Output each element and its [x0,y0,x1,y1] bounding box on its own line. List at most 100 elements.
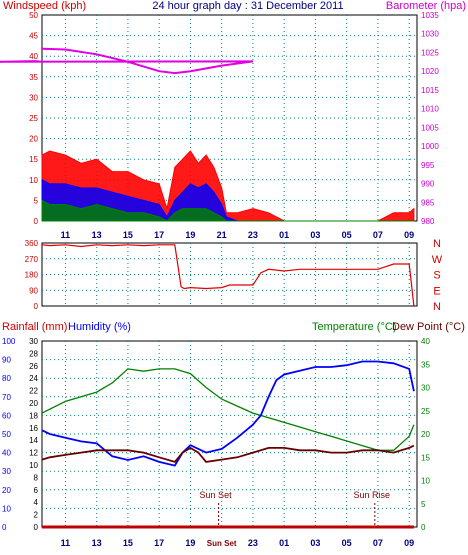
rain-ytick-0: 0 [34,523,39,532]
humidity-ytick-1: 10 [2,504,11,513]
wind-ytick-1: 5 [34,196,39,205]
wind-time-tick-9: 05 [342,230,352,240]
humidity-ytick-6: 60 [2,411,11,420]
wind-time-tick-4: 19 [185,230,195,240]
baro-ytick-7: 1015 [421,86,439,95]
windspeed-axis-label: Windspeed (kph) [3,0,86,12]
temp-time-tick-10: 07 [373,538,383,548]
temp-time-tick-11: 09 [404,538,414,548]
wind-ytick-10: 50 [29,11,38,20]
wind-time-tick-0: 11 [61,230,71,240]
wind-time-tick-3: 17 [154,230,164,240]
dewpoint-axis-label: Dew Point (°C) [392,321,465,333]
dir-ytick-2: 180 [25,271,39,280]
temp-ytick-5: 25 [421,407,430,416]
rain-ytick-10: 20 [29,399,38,408]
rain-ytick-8: 16 [29,424,38,433]
rain-ytick-6: 12 [29,449,38,458]
wind-time-tick-6: 23 [248,230,258,240]
compass-label-3: E [433,285,440,297]
humidity-ytick-10: 100 [2,337,16,346]
barometer-series-line [0,47,254,75]
temp-ytick-7: 35 [421,360,430,369]
rain-ytick-7: 14 [29,436,38,445]
baro-ytick-2: 990 [421,180,435,189]
wind-time-tick-11: 09 [404,230,414,240]
humidity-ytick-8: 80 [2,374,11,383]
rain-ytick-9: 18 [29,411,38,420]
wind-time-tick-1: 13 [92,230,102,240]
wind-ytick-6: 30 [29,93,38,102]
humidity-ytick-3: 30 [2,467,11,476]
humidity-axis-label: Humidity (%) [68,321,131,333]
baro-ytick-0: 980 [421,217,435,226]
compass-label-4: N [433,301,441,313]
wind-ytick-7: 35 [29,73,38,82]
temp-ytick-4: 20 [421,430,430,439]
wind-ytick-3: 15 [29,155,38,164]
temp-ytick-2: 10 [421,477,430,486]
sun-annotation-0: Sun Set [200,490,233,500]
dew-point-series-line [41,444,415,463]
wind-ytick-0: 0 [34,217,39,226]
rainfall-axis-label: Rainfall (mm) [2,321,67,333]
baro-ytick-5: 1005 [421,123,439,132]
temp-time-tick-6: 23 [248,538,258,548]
dir-ytick-4: 360 [25,239,39,248]
chart-title: 24 hour graph day : 31 December 2011 [152,0,343,12]
rain-ytick-13: 26 [29,362,38,371]
wind-series-3 [41,199,414,222]
temp-time-tick-3: 17 [154,538,164,548]
temp-time-tick-7: 01 [279,538,289,548]
wind-ytick-9: 45 [29,32,38,41]
temp-ytick-1: 5 [421,500,426,509]
rain-ytick-5: 10 [29,461,38,470]
temp-ytick-3: 15 [421,453,430,462]
humidity-ytick-9: 90 [2,356,11,365]
wind-time-tick-10: 07 [373,230,383,240]
baro-ytick-9: 1025 [421,48,439,57]
humidity-series-line [41,360,415,467]
wind-time-tick-2: 15 [123,230,133,240]
temp-ytick-8: 40 [421,337,430,346]
humidity-ytick-4: 40 [2,449,11,458]
baro-ytick-1: 985 [421,198,435,207]
baro-ytick-4: 1000 [421,142,439,151]
wind-ytick-2: 10 [29,176,38,185]
rain-ytick-2: 4 [34,498,39,507]
wind-time-tick-8: 03 [310,230,320,240]
temp-time-tick-1: 13 [92,538,102,548]
rain-ytick-3: 6 [34,486,39,495]
wind-ytick-8: 40 [29,52,38,61]
rain-ytick-15: 30 [29,337,38,346]
rain-ytick-4: 8 [34,473,39,482]
compass-label-2: S [433,270,440,282]
temperature-series-line [41,368,415,451]
humidity-ytick-2: 20 [2,486,11,495]
rain-ytick-14: 28 [29,349,38,358]
baro-ytick-3: 995 [421,161,435,170]
dir-ytick-3: 270 [25,255,39,264]
rain-ytick-11: 22 [29,387,38,396]
temp-time-tick-4: 19 [185,538,195,548]
wind-time-tick-5: 21 [217,230,227,240]
baro-ytick-11: 1035 [421,11,439,20]
dir-ytick-1: 90 [29,286,38,295]
humidity-ytick-0: 0 [2,523,7,532]
direction-series-line [41,244,415,307]
barometer-axis-label: Barometer (hpa) [386,0,466,12]
rain-ytick-1: 2 [34,511,39,520]
baro-ytick-10: 1030 [421,30,439,39]
sun-annotation-1: Sun Rise [354,490,391,500]
baro-ytick-6: 1010 [421,105,439,114]
temp-time-tick-0: 11 [61,538,71,548]
temp-ytick-0: 0 [421,523,426,532]
temp-time-tick-2: 15 [123,538,133,548]
temp-time-tick-8: 03 [310,538,320,548]
temp-ytick-6: 30 [421,384,430,393]
wind-ytick-4: 20 [29,135,38,144]
compass-label-0: N [433,238,441,250]
humidity-ytick-7: 70 [2,393,11,402]
temperature-axis-label: Temperature (°C) [312,321,396,333]
